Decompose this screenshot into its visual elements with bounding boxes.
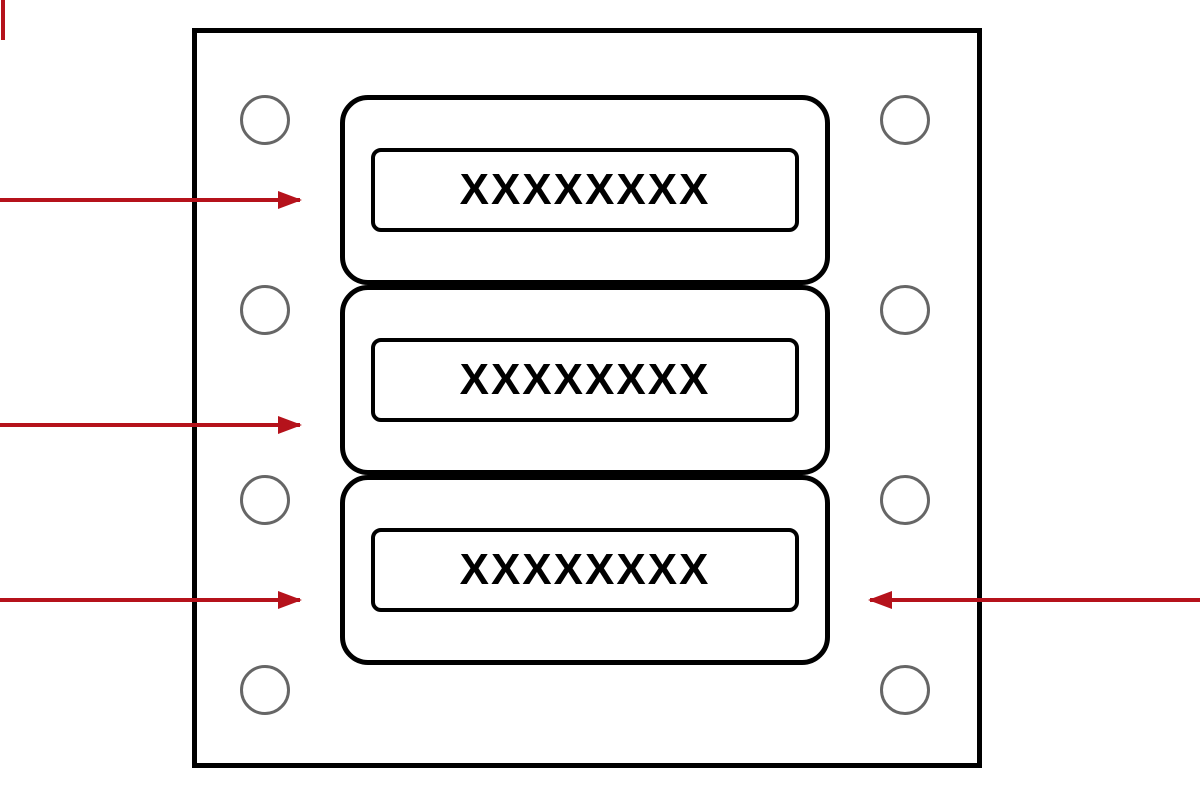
label-inner-3: XXXXXXXX [371,528,799,612]
feed-hole-left-4 [240,665,290,715]
label-row-3: XXXXXXXX [340,475,830,665]
diagram-canvas: XXXXXXXX XXXXXXXX XXXXXXXX [0,0,1200,800]
feed-hole-right-1 [880,95,930,145]
feed-hole-left-3 [240,475,290,525]
label-text-3: XXXXXXXX [460,545,711,595]
feed-hole-right-3 [880,475,930,525]
label-text-1: XXXXXXXX [460,165,711,215]
label-row-2: XXXXXXXX [340,285,830,475]
feed-hole-left-2 [240,285,290,335]
label-text-2: XXXXXXXX [460,355,711,405]
label-inner-2: XXXXXXXX [371,338,799,422]
feed-hole-right-4 [880,665,930,715]
label-row-1: XXXXXXXX [340,95,830,285]
label-inner-1: XXXXXXXX [371,148,799,232]
feed-hole-right-2 [880,285,930,335]
feed-hole-left-1 [240,95,290,145]
